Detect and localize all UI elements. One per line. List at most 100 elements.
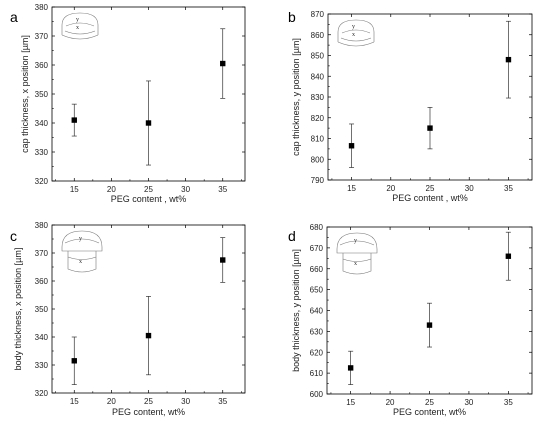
x-tick-label: 30 [465,184,474,193]
x-axis-title: PEG content, wt% [393,407,466,417]
body-band [342,258,372,262]
panel-letter: d [288,228,296,244]
x-axis-title: PEG content , wt% [111,194,187,204]
inset-label-y: y [79,236,82,242]
x-tick-label: 30 [181,397,190,406]
y-axis-title: body thickness, x position [µm] [13,248,23,371]
y-tick-label: 350 [35,305,49,314]
body-dome [61,230,103,252]
cap-dome-line [65,22,95,27]
y-tick-label: 840 [311,72,325,81]
capsule-inset: yx [61,12,99,40]
cap-rim [61,34,99,40]
y-tick-label: 340 [35,333,49,342]
x-axis-title: PEG content , wt% [392,193,468,203]
y-tick-label: 320 [35,177,49,186]
y-tick-label: 670 [310,244,324,253]
inset-label-y: y [352,24,355,30]
cap-inner-rim [340,37,372,42]
y-tick-label: 820 [311,114,325,123]
y-tick-label: 790 [311,176,325,185]
cap-rim [337,41,375,47]
x-tick-label: 35 [218,397,227,406]
body-dome [336,232,378,254]
inset-label-y: y [76,17,79,23]
data-point [71,358,77,364]
data-point [427,125,433,131]
x-tick-label: 15 [70,397,79,406]
capsule-inset: yx [337,19,375,47]
y-tick-label: 600 [310,390,324,399]
y-tick-label: 660 [310,265,324,274]
cap-dome-line [341,29,371,34]
x-tick-label: 25 [425,398,434,407]
inset-label-x: x [79,259,82,265]
body-band [67,256,97,260]
data-point [145,120,152,126]
x-tick-label: 25 [426,184,435,193]
data-point [348,143,355,149]
x-tick-label: 20 [386,398,395,407]
y-tick-label: 350 [35,90,49,99]
data-point [505,56,512,63]
y-axis-title: cap thickness, x position [µm] [20,35,30,153]
inset-label-y: y [354,238,357,244]
y-axis-title: cap thickness, y position [µm] [291,38,301,156]
x-tick-label: 35 [218,185,227,194]
y-tick-label: 870 [311,10,325,19]
y-tick-label: 610 [310,369,324,378]
x-tick-label: 15 [70,185,79,194]
y-tick-label: 320 [35,389,49,398]
x-tick-label: 20 [386,184,395,193]
y-tick-label: 800 [311,155,325,164]
inset-label-x: x [76,25,79,31]
panel-letter: a [10,9,18,25]
y-tick-label: 370 [35,249,49,258]
y-tick-label: 640 [310,307,324,316]
y-tick-label: 650 [310,286,324,295]
y-tick-label: 860 [311,31,325,40]
x-axis-title: PEG content, wt% [112,407,185,417]
y-tick-label: 340 [35,119,49,128]
body-dome-line [64,238,100,244]
chart-panel-d: 15 20 25 30 35 600 610 620 630 640 650 660 670 680 PEG… [288,223,533,417]
x-tick-label: 30 [464,398,473,407]
x-tick-label: 20 [107,397,116,406]
x-tick-label: 30 [181,185,190,194]
panel-letter: c [10,228,17,244]
plot-frame [327,13,533,181]
data-point [71,117,77,123]
cap-inner-rim [64,30,96,35]
y-axis-title: body thickness, y position [µm] [291,249,301,372]
y-tick-label: 810 [311,135,325,144]
y-tick-label: 370 [35,32,49,41]
x-tick-label: 35 [504,184,513,193]
y-tick-label: 360 [35,61,49,70]
y-tick-label: 830 [311,93,325,102]
x-tick-label: 15 [347,184,356,193]
y-tick-label: 380 [35,221,49,230]
y-tick-label: 330 [35,361,49,370]
body-dome-line [339,240,375,246]
y-tick-label: 630 [310,327,324,336]
y-tick-label: 360 [35,277,49,286]
capsule-inset: yx [336,232,378,275]
body-cylinder [67,251,97,273]
data-point [347,365,354,371]
x-tick-label: 25 [144,397,153,406]
y-tick-label: 850 [311,52,325,61]
y-tick-label: 330 [35,148,49,157]
data-point [220,257,226,263]
x-tick-label: 15 [346,398,355,407]
chart-panel-b: 15 20 25 30 35 790 800 810 820 830 840 850 860 870 PEG… [288,9,533,203]
chart-panel-a: 15 20 25 30 35 320 330 340 350 360 370 380 PEG conte… [10,3,246,204]
y-tick-label: 380 [35,3,49,12]
inset-label-x: x [354,261,357,267]
x-tick-label: 20 [107,185,116,194]
data-point [426,322,433,328]
capsule-inset: yx [61,230,103,273]
chart-panel-c: 15 20 25 30 35 320 330 340 350 360 370 380 PEG conte… [10,221,246,417]
y-tick-label: 680 [310,223,324,232]
data-point [145,332,152,339]
